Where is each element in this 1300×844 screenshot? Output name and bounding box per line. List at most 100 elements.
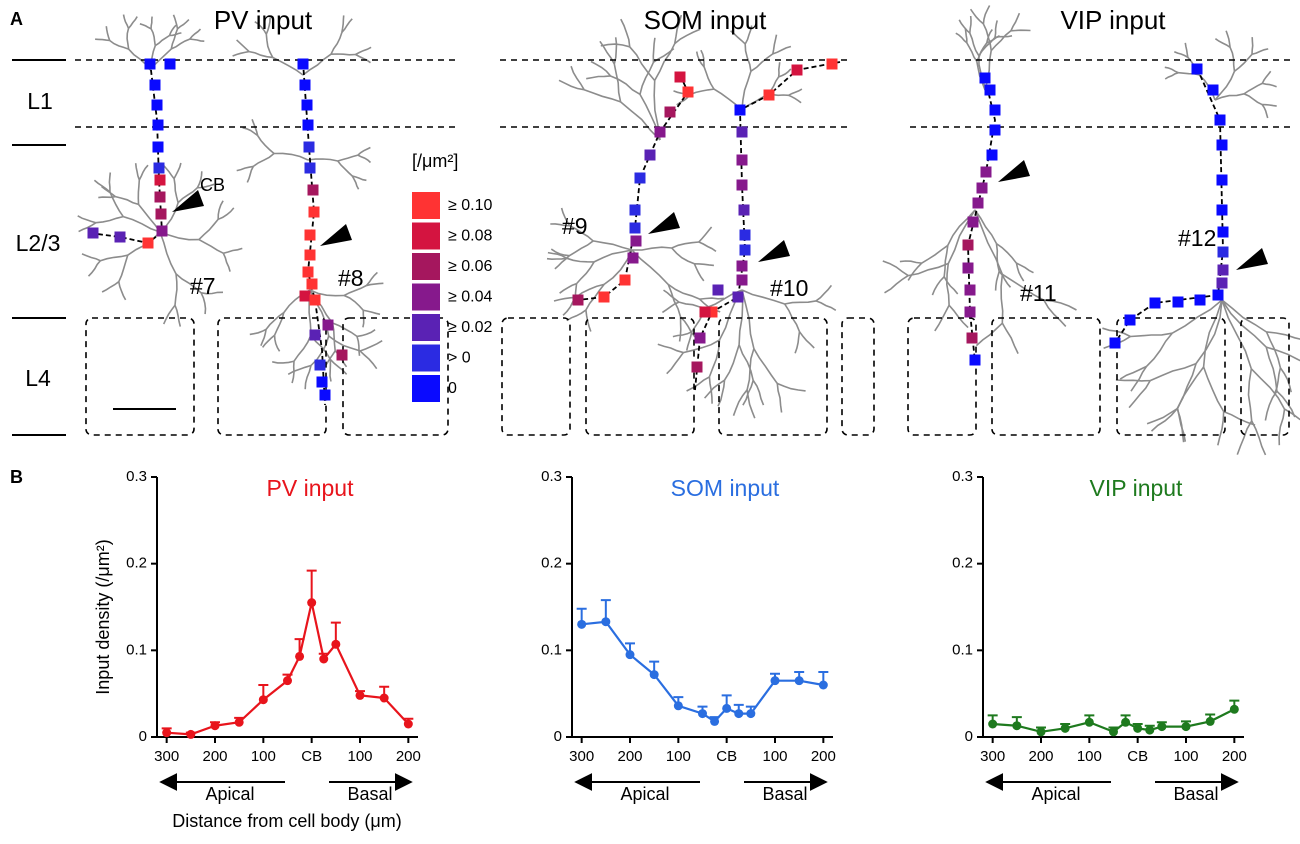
soma-arrow — [172, 190, 204, 212]
legend-swatch — [412, 283, 440, 311]
x-tick-label: 100 — [762, 748, 787, 765]
density-marker — [1191, 63, 1203, 75]
data-point — [734, 709, 744, 719]
dendrite — [1146, 407, 1179, 425]
dendrite — [359, 350, 378, 370]
density-marker — [598, 291, 610, 303]
dendrite — [1043, 299, 1067, 327]
dendrite — [986, 35, 1000, 44]
x-tick-label: CB — [1127, 748, 1148, 765]
dendrite — [307, 158, 338, 162]
dendrite — [159, 231, 177, 275]
density-marker — [151, 99, 163, 111]
dendrite — [1250, 368, 1286, 410]
dendrite — [884, 274, 909, 294]
direction-label: Basal — [347, 784, 392, 804]
data-point — [988, 719, 998, 729]
dendrite — [1221, 299, 1253, 370]
dendrite — [304, 365, 312, 390]
data-point — [1145, 725, 1155, 735]
dendrite — [351, 175, 360, 190]
dendrite — [1278, 408, 1286, 446]
density-marker — [164, 58, 176, 70]
dendrite — [87, 260, 101, 277]
dendrite — [678, 317, 682, 342]
dendrite — [700, 49, 705, 67]
density-marker — [306, 278, 318, 290]
data-point — [649, 670, 659, 680]
dendrite — [590, 60, 612, 77]
data-point — [283, 676, 292, 686]
density-marker — [966, 332, 978, 344]
dendrite — [337, 154, 359, 162]
dendrite — [126, 28, 130, 50]
dendrite — [738, 344, 754, 381]
panel-title: PV input — [214, 5, 313, 35]
density-marker — [301, 99, 313, 111]
density-marker — [303, 141, 315, 153]
density-marker — [699, 306, 711, 318]
soma-arrow — [648, 212, 680, 234]
dendrite — [357, 154, 372, 164]
dendrite — [1001, 273, 1045, 301]
dendrite — [198, 218, 219, 241]
data-point — [210, 721, 220, 731]
dendrite — [198, 238, 224, 254]
legend-swatch — [412, 253, 440, 280]
density-marker — [1212, 289, 1224, 301]
density-marker — [307, 184, 319, 196]
dendrite — [772, 45, 792, 55]
y-tick-label: 0.2 — [541, 555, 562, 572]
dendrite — [200, 291, 224, 295]
dendrite — [882, 260, 909, 277]
dendrite — [189, 38, 205, 42]
density-marker — [989, 104, 1001, 116]
dendrite — [1243, 93, 1263, 106]
dendrite — [105, 26, 111, 41]
dendrite — [1015, 262, 1025, 282]
dendrite — [750, 53, 774, 72]
dendrite — [355, 46, 372, 56]
density-marker — [154, 191, 166, 203]
data-point — [258, 695, 268, 705]
dendrite — [1225, 30, 1231, 48]
y-tick-label: 0.3 — [126, 468, 147, 485]
legend-title: [/μm²] — [412, 151, 458, 171]
x-tick-label: 200 — [617, 748, 642, 765]
dendrite — [994, 271, 1001, 291]
dendrite — [1229, 47, 1236, 72]
dendrite — [576, 261, 595, 285]
dendrite — [77, 215, 97, 224]
dendrite — [794, 331, 801, 354]
density-marker — [572, 294, 584, 306]
density-marker — [976, 182, 988, 194]
neurite — [89, 231, 163, 244]
dendrite — [265, 311, 285, 330]
x-tick-label: 300 — [154, 748, 179, 765]
dendrite — [943, 276, 959, 295]
dendrite — [899, 260, 922, 264]
dendrite — [109, 39, 129, 50]
dendrite — [1001, 322, 1019, 354]
dendrite — [908, 262, 949, 277]
x-tick-label: 200 — [1222, 748, 1247, 765]
dendrite — [355, 53, 371, 64]
dendrite — [1010, 29, 1031, 32]
data-point — [710, 716, 720, 726]
layer-dashes — [75, 59, 1290, 436]
dendrite — [566, 309, 587, 322]
dendrite — [723, 344, 740, 381]
neurite — [694, 61, 841, 391]
dendrite — [236, 165, 254, 172]
dendrite — [1184, 42, 1189, 58]
y-tick-label: 0.1 — [126, 641, 147, 658]
dendrite — [746, 348, 755, 391]
dendrite — [673, 14, 683, 44]
dendrite — [343, 294, 364, 311]
dendrite — [753, 348, 778, 384]
y-tick-label: 0.2 — [126, 555, 147, 572]
cell-label: #8 — [338, 265, 364, 291]
dendrite — [613, 63, 622, 103]
dendrite — [585, 283, 605, 311]
density-marker — [153, 162, 165, 174]
